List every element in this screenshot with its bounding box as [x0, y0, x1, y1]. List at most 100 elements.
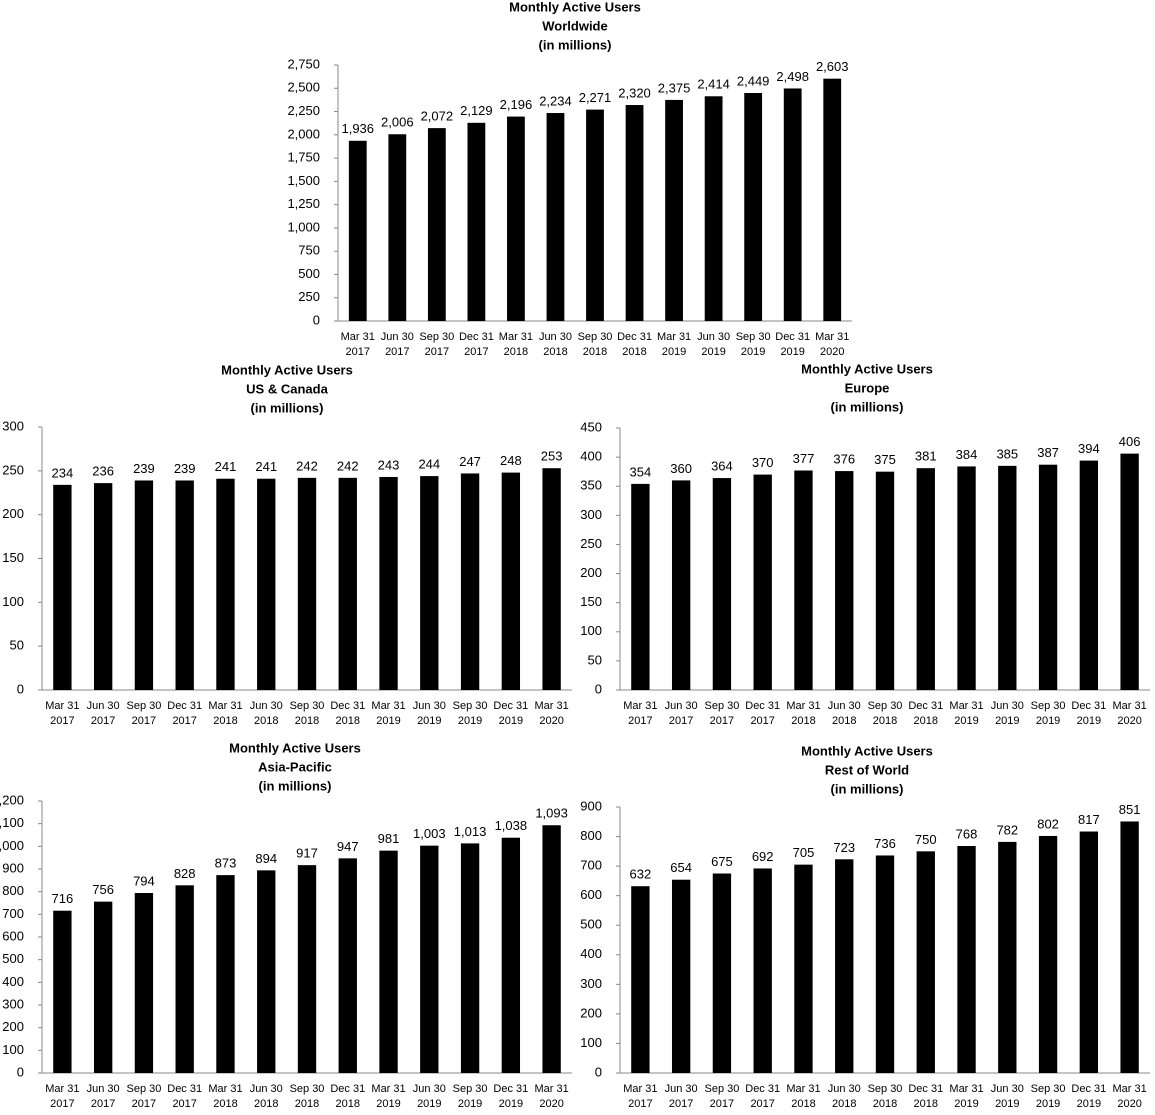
x-tick-label: 2019 [417, 715, 441, 727]
value-label: 2,072 [421, 109, 454, 124]
x-tick-label: 2017 [425, 346, 449, 358]
y-tick-label: 2,000 [287, 126, 320, 141]
x-tick-label: 2017 [132, 1098, 156, 1110]
value-label: 241 [215, 459, 237, 474]
x-tick-label: 2019 [995, 715, 1019, 727]
x-tick-label: 2018 [295, 1098, 319, 1110]
value-label: 894 [255, 851, 277, 866]
bar [216, 478, 235, 690]
x-tick-label: Mar 31 [534, 1083, 568, 1095]
x-tick-label: Jun 30 [991, 700, 1024, 712]
value-label: 2,449 [737, 73, 770, 88]
x-tick-label: 2017 [750, 715, 774, 727]
x-tick-label: 2019 [499, 1098, 523, 1110]
x-tick-label: Mar 31 [534, 700, 568, 712]
x-tick-label: 2017 [132, 715, 156, 727]
bar [753, 474, 772, 690]
value-label: 981 [378, 831, 400, 846]
value-label: 828 [174, 866, 196, 881]
chart-title: (in millions) [831, 781, 904, 796]
bar [427, 128, 446, 321]
bar [542, 825, 561, 1073]
y-tick-label: 250 [298, 289, 320, 304]
y-tick-label: 0 [17, 681, 24, 696]
value-label: 947 [337, 839, 359, 854]
y-tick-label: 900 [580, 798, 602, 813]
chart-title: Monthly Active Users [229, 740, 361, 755]
value-label: 705 [793, 845, 815, 860]
y-tick-label: 700 [580, 858, 602, 873]
y-tick-label: 100 [580, 623, 602, 638]
bar [1120, 821, 1139, 1073]
x-tick-label: 2020 [1117, 1098, 1141, 1110]
x-tick-label: 2019 [1077, 715, 1101, 727]
value-label: 239 [174, 461, 196, 476]
value-label: 354 [630, 464, 652, 479]
x-tick-label: 2019 [741, 346, 765, 358]
bar [835, 859, 854, 1073]
x-tick-label: 2019 [499, 715, 523, 727]
x-tick-label: Sep 30 [453, 1083, 488, 1095]
value-label: 2,603 [816, 59, 849, 74]
value-label: 2,006 [381, 115, 414, 130]
bar [631, 483, 650, 690]
x-tick-label: 2018 [791, 715, 815, 727]
y-tick-label: 1,200 [0, 792, 24, 807]
y-tick-label: 500 [2, 951, 24, 966]
x-tick-label: Mar 31 [499, 331, 533, 343]
value-label: 802 [1037, 816, 1059, 831]
value-label: 1,093 [535, 806, 568, 821]
x-tick-label: 2019 [1036, 1098, 1060, 1110]
y-tick-label: 750 [298, 243, 320, 258]
bar [586, 109, 604, 321]
value-label: 384 [956, 447, 978, 462]
x-tick-label: 2019 [376, 1098, 400, 1110]
bar [671, 879, 691, 1073]
x-tick-label: Mar 31 [371, 700, 405, 712]
x-tick-label: Jun 30 [828, 700, 861, 712]
bar [823, 78, 842, 322]
bar [835, 471, 854, 690]
bar [875, 855, 895, 1073]
value-label: 675 [711, 854, 733, 869]
x-tick-label: 2020 [539, 715, 563, 727]
x-tick-label: Jun 30 [413, 1083, 446, 1095]
value-label: 370 [752, 455, 774, 470]
y-tick-label: 2,250 [287, 103, 320, 118]
x-tick-label: Sep 30 [704, 700, 739, 712]
x-tick-label: Sep 30 [1031, 1083, 1066, 1095]
x-tick-label: Jun 30 [697, 331, 730, 343]
x-tick-label: Sep 30 [126, 700, 161, 712]
chart-title: Monthly Active Users [509, 0, 641, 14]
x-tick-label: Mar 31 [45, 700, 79, 712]
value-label: 873 [215, 856, 237, 871]
x-tick-label: Sep 30 [419, 331, 454, 343]
x-tick-label: 2019 [662, 346, 686, 358]
value-label: 817 [1078, 812, 1100, 827]
x-tick-label: 2018 [914, 1098, 938, 1110]
x-tick-label: 2018 [914, 715, 938, 727]
value-label: 243 [378, 457, 400, 472]
value-label: 406 [1119, 434, 1141, 449]
y-tick-label: 800 [580, 828, 602, 843]
bar [998, 841, 1017, 1073]
y-tick-label: 2,750 [287, 56, 320, 71]
x-tick-label: Dec 31 [1071, 700, 1106, 712]
x-tick-label: 2019 [1077, 1098, 1101, 1110]
value-label: 242 [337, 458, 359, 473]
x-tick-label: Dec 31 [775, 331, 810, 343]
x-tick-label: Mar 31 [949, 700, 983, 712]
y-tick-label: 1,000 [0, 838, 24, 853]
y-tick-label: 1,100 [0, 815, 24, 830]
x-tick-label: 2019 [376, 715, 400, 727]
value-label: 241 [255, 459, 277, 474]
x-tick-label: 2019 [417, 1098, 441, 1110]
x-tick-label: 2018 [873, 1098, 897, 1110]
x-tick-label: 2020 [1117, 715, 1141, 727]
y-tick-label: 450 [580, 419, 602, 434]
bar [460, 843, 480, 1073]
value-label: 1,038 [495, 818, 528, 833]
bar [875, 471, 895, 690]
x-tick-label: 2018 [213, 1098, 237, 1110]
